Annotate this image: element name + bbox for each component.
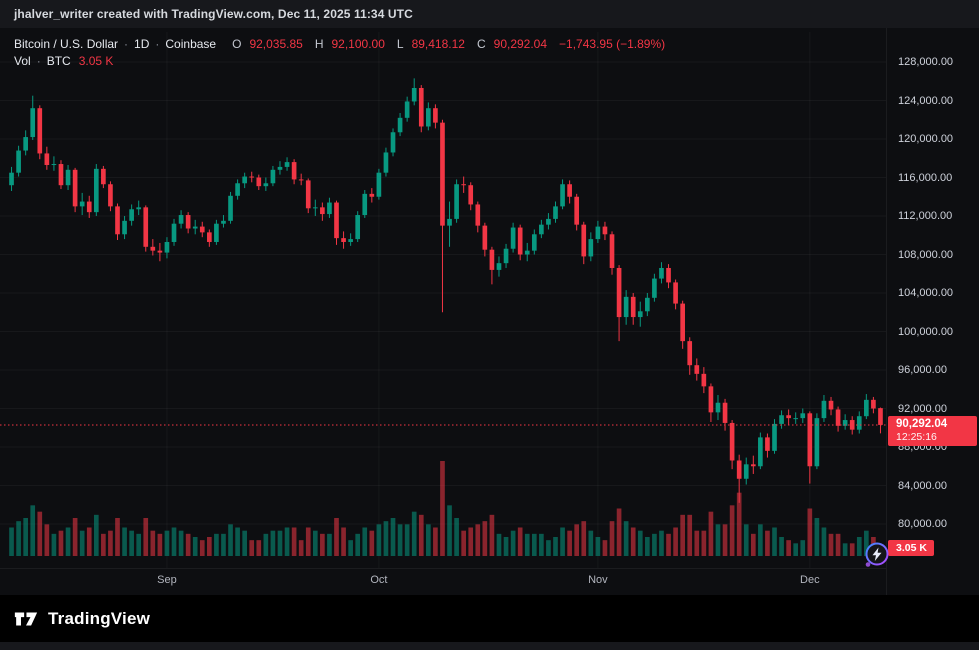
separator-dot: ·	[155, 37, 160, 51]
change-value: −1,743.95 (−1.89%)	[559, 37, 666, 51]
time-axis-label: Nov	[588, 574, 608, 586]
volume-label[interactable]: Vol	[14, 54, 31, 68]
attribution-text: jhalver_writer created with TradingView.…	[14, 7, 413, 21]
time-axis-label: Sep	[157, 574, 177, 586]
close-label: C	[476, 37, 486, 51]
chart-legend: Bitcoin / U.S. Dollar · 1D · Coinbase O …	[14, 36, 665, 70]
tradingview-wordmark[interactable]: TradingView	[48, 608, 151, 628]
volume-unit: BTC	[46, 54, 71, 68]
price-axis-label: 120,000.00	[898, 133, 954, 145]
footer-strip	[0, 642, 979, 650]
tradingview-logo-icon[interactable]	[13, 608, 39, 630]
price-axis[interactable]: 80,000.00 84,000.00 88,000.00 92,000.00 96,0…	[886, 0, 979, 595]
price-badge-countdown: 12:25:16	[896, 430, 937, 443]
open-label: O	[232, 37, 242, 51]
time-axis[interactable]: Sep Oct Nov Dec	[0, 568, 886, 595]
low-label: L	[396, 37, 404, 51]
price-axis-label: 80,000.00	[898, 518, 947, 530]
time-axis-label: Oct	[370, 574, 388, 586]
price-axis-label: 96,000.00	[898, 364, 947, 376]
price-badge: 90,292.04 12:25:16	[888, 415, 977, 446]
interval-label[interactable]: 1D	[134, 37, 150, 51]
symbol-title[interactable]: Bitcoin / U.S. Dollar	[14, 37, 119, 51]
price-axis-label: 124,000.00	[898, 94, 954, 107]
price-axis-label: 116,000.00	[898, 171, 953, 184]
price-axis-label: 84,000.00	[898, 479, 947, 492]
legend-volume-row: Vol · BTC 3.05 K	[14, 53, 665, 70]
price-axis-label: 92,000.00	[898, 402, 947, 415]
flash-icon[interactable]	[862, 540, 892, 570]
separator-dot: ·	[124, 37, 129, 51]
price-axis-label: 128,000.00	[898, 56, 954, 68]
price-badge-value: 90,292.04	[896, 417, 948, 430]
open-value: 92,035.85	[249, 37, 303, 51]
footer-bar: TradingView	[0, 595, 979, 642]
volume-badge: 3.05 K	[888, 540, 934, 557]
high-label: H	[314, 37, 324, 51]
time-axis-label: Dec	[800, 574, 820, 586]
low-value: 89,418.12	[411, 37, 465, 51]
exchange-label: Coinbase	[165, 37, 217, 51]
legend-symbol-row: Bitcoin / U.S. Dollar · 1D · Coinbase O …	[14, 36, 665, 53]
price-axis-label: 108,000.00	[898, 248, 954, 261]
candlestick-chart[interactable]	[0, 0, 886, 595]
price-axis-label: 104,000.00	[898, 287, 954, 299]
high-value: 92,100.00	[331, 37, 385, 51]
price-axis-label: 112,000.00	[898, 210, 953, 222]
price-axis-label: 100,000.00	[898, 325, 954, 338]
separator-dot: ·	[36, 54, 41, 68]
close-value: 90,292.04	[493, 37, 548, 51]
volume-value: 3.05 K	[78, 54, 114, 68]
attribution-bar: jhalver_writer created with TradingView.…	[0, 0, 979, 28]
